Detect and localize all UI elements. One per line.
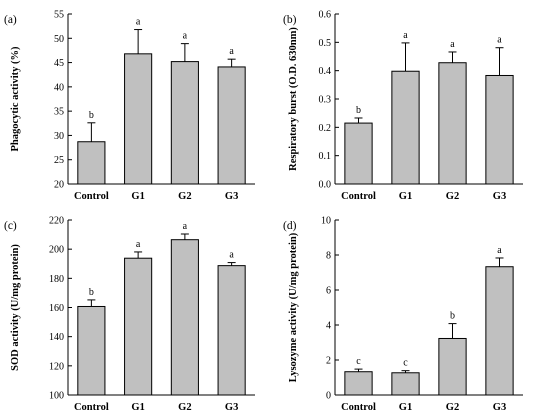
y-tick-label: 160	[49, 303, 64, 314]
panel-d: (d)Lysozyme activity (U/mg protein) 0 2 4 6 8…	[283, 216, 523, 413]
bar-g1	[124, 257, 153, 396]
significance-letter: a	[229, 46, 234, 57]
bar-g3	[485, 74, 514, 185]
category-label: G3	[225, 402, 238, 413]
y-tick-label: 220	[49, 216, 64, 227]
panel-c: (c) SOD activity (U/mg protein) 100 120 140 1…	[4, 216, 255, 413]
y-tick-label: 55	[54, 10, 64, 21]
y-tick-label: 35	[54, 107, 64, 118]
bar-g3	[217, 66, 246, 185]
significance-letter: a	[497, 35, 502, 46]
bar-g2	[170, 239, 199, 396]
y-tick-label: 200	[49, 245, 64, 256]
y-tick-label: 10	[321, 216, 331, 227]
y-tick-label: 0.5	[319, 38, 332, 49]
category-label: G1	[399, 191, 412, 202]
y-tick-label: 6	[326, 286, 331, 297]
significance-letter: b	[89, 110, 94, 121]
y-tick-label: 45	[54, 58, 64, 69]
y-tick-label: 0.1	[319, 151, 332, 162]
category-label: G3	[225, 191, 238, 202]
y-tick-label: 25	[54, 155, 64, 166]
y-tick-label: 50	[54, 34, 64, 45]
y-axis-title: Phagocytic activity (%)	[10, 46, 21, 151]
y-tick-label: 0.0	[319, 180, 332, 191]
bar-control	[344, 122, 373, 185]
category-label: G3	[493, 191, 506, 202]
significance-letter: a	[183, 31, 188, 42]
bar-g1	[391, 372, 420, 396]
panel-letter: (d)	[283, 220, 297, 232]
category-label: Control	[74, 191, 109, 202]
bar-g1	[124, 53, 153, 185]
y-tick-label: 2	[326, 356, 331, 367]
y-tick-label: 30	[54, 131, 64, 142]
y-tick-label: 20	[54, 180, 64, 191]
panel-a: (a) Phagocytic activity (%) 20 25 30 35 40 45 50…	[4, 10, 255, 202]
significance-letter: b	[356, 105, 361, 116]
panel-letter: (a)	[4, 14, 17, 26]
category-label: Control	[341, 402, 376, 413]
y-tick-label: 0.2	[319, 123, 332, 134]
y-tick-label: 40	[54, 82, 64, 93]
category-label: G1	[131, 402, 144, 413]
bar-g2	[170, 61, 199, 185]
significance-letter: a	[183, 221, 188, 232]
bar-g2	[438, 337, 467, 396]
y-tick-label: 180	[49, 274, 64, 285]
significance-letter: b	[450, 311, 455, 322]
significance-letter: a	[403, 30, 408, 41]
significance-letter: c	[403, 358, 408, 369]
category-label: G1	[131, 191, 144, 202]
y-axis-title: SOD activity (U/mg protein)	[10, 244, 21, 371]
panel-letter: (b)	[283, 14, 297, 26]
significance-letter: a	[229, 250, 234, 261]
y-axis-title: Lysozyme activity (U/mg protein)	[288, 232, 299, 382]
bar-control	[77, 305, 106, 396]
category-label: Control	[74, 402, 109, 413]
significance-letter: c	[356, 356, 361, 367]
significance-letter: a	[136, 17, 141, 28]
bar-g3	[485, 266, 514, 396]
y-tick-label: 0	[326, 391, 331, 402]
significance-letter: b	[89, 287, 94, 298]
panel-b: (b)Respiratory burst (O.D. 630nm) 0.0 0.1 0…	[283, 10, 523, 202]
category-label: G2	[446, 402, 459, 413]
category-label: G2	[446, 191, 459, 202]
bar-g3	[217, 265, 246, 396]
bar-control	[344, 371, 373, 396]
bar-g2	[438, 62, 467, 185]
panel-letter: (c)	[4, 220, 17, 232]
category-label: G1	[399, 402, 412, 413]
y-tick-label: 140	[49, 332, 64, 343]
y-axis-title: Respiratory burst (O.D. 630nm)	[288, 27, 299, 171]
y-tick-label: 0.6	[319, 10, 332, 21]
bar-control	[77, 141, 106, 185]
category-label: Control	[341, 191, 376, 202]
y-tick-label: 120	[49, 361, 64, 372]
significance-letter: a	[136, 239, 141, 250]
y-tick-label: 0.4	[319, 66, 332, 77]
y-tick-label: 0.3	[319, 95, 332, 106]
y-tick-label: 100	[49, 391, 64, 402]
significance-letter: a	[497, 245, 502, 256]
category-label: G2	[178, 191, 191, 202]
category-label: G3	[493, 402, 506, 413]
y-tick-label: 8	[326, 251, 331, 262]
significance-letter: a	[450, 39, 455, 50]
bar-g1	[391, 70, 420, 185]
category-label: G2	[178, 402, 191, 413]
y-tick-label: 4	[326, 321, 331, 332]
